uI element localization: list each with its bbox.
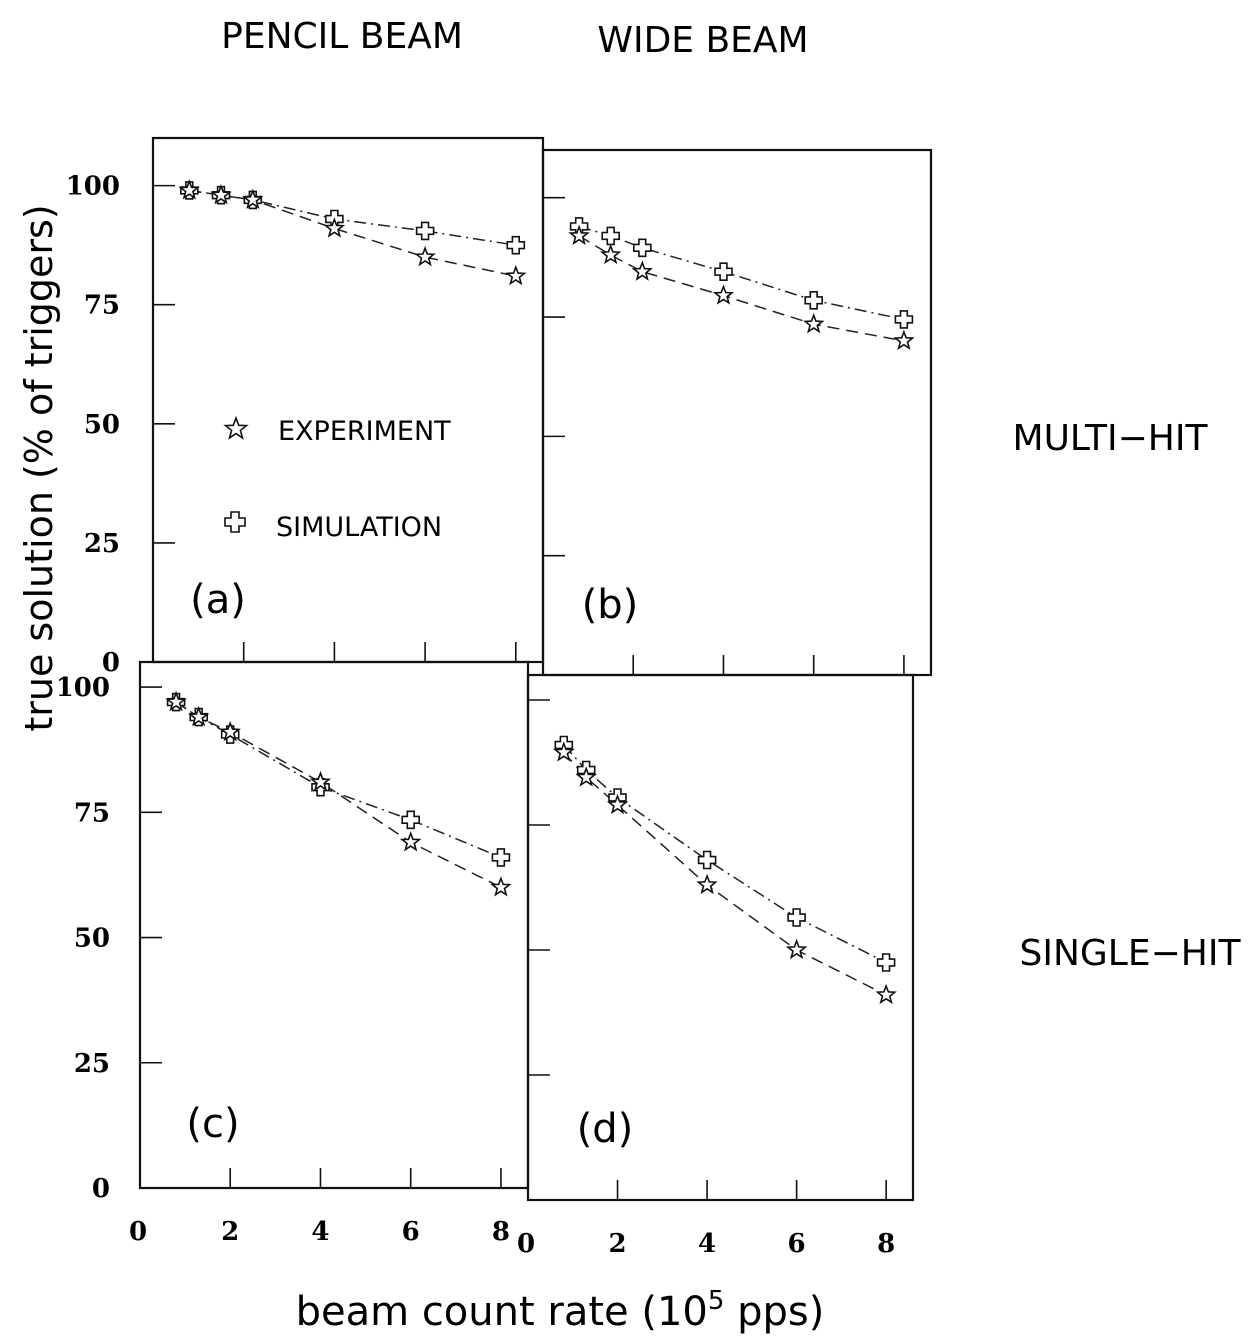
legend-label-simulation: SIMULATION [276, 512, 442, 543]
simulation-line-b [578, 225, 905, 321]
x-tick-label-d: 4 [698, 1229, 716, 1259]
legend: EXPERIMENT SIMULATION [223, 415, 451, 543]
y-axis-label: true solution (% of triggers) [17, 204, 61, 731]
experiment-point [414, 245, 436, 267]
y-tick-label-c: 50 [74, 924, 110, 954]
panel-label-d: (d) [577, 1106, 634, 1152]
simulation-point [804, 291, 823, 310]
panel-c: 0 25 50 75 100 0 2 4 6 8 (c) [56, 673, 512, 1247]
experiment-point [309, 770, 332, 792]
row-label-multi-hit: MULTI−HIT [1013, 418, 1209, 459]
x-axis-label: beam count rate (105 pps) [296, 1286, 825, 1335]
y-tick-label-a: 75 [84, 291, 120, 321]
experiment-line-a [189, 189, 516, 277]
legend-cross-marker [224, 511, 246, 533]
y-tick-label-a: 25 [84, 529, 120, 559]
panel-b: (b) [543, 196, 915, 675]
legend-star-marker [223, 415, 249, 440]
panel-a: 0 25 50 75 100 (a) [66, 172, 527, 678]
simulation-point [491, 848, 511, 867]
simulation-point [894, 310, 914, 329]
y-tick-label-c: 0 [92, 1174, 110, 1204]
simulation-line-c [175, 701, 502, 859]
column-header-wide-beam: WIDE BEAM [597, 20, 808, 61]
experiment-point [631, 260, 653, 281]
simulation-point [876, 953, 896, 972]
simulation-point [697, 850, 717, 870]
experiment-point [893, 329, 915, 351]
panel-label-c: (c) [186, 1101, 239, 1147]
x-axis-label-suffix: pps) [724, 1289, 824, 1335]
y-tick-label-c: 100 [56, 673, 110, 703]
simulation-point [415, 221, 435, 241]
y-tick-label-c: 75 [74, 798, 110, 828]
y-tick-label-c: 25 [74, 1049, 110, 1079]
x-axis-label-prefix: beam count rate (10 [296, 1289, 708, 1335]
simulation-line-d [563, 744, 887, 964]
x-tick-label-c: 2 [221, 1217, 239, 1247]
experiment-point [399, 830, 422, 852]
simulation-point [787, 908, 806, 927]
experiment-point [505, 264, 527, 286]
experiment-point [875, 983, 897, 1005]
experiment-point [599, 243, 622, 265]
experiment-point [553, 741, 575, 762]
experiment-point [490, 876, 512, 897]
experiment-point [785, 938, 808, 960]
x-tick-label-d: 2 [608, 1229, 626, 1259]
y-tick-label-a: 0 [102, 648, 120, 678]
x-tick-label-d: 8 [877, 1229, 895, 1259]
simulation-point [401, 810, 420, 830]
experiment-point [606, 793, 629, 815]
experiment-point [242, 188, 264, 210]
panel-label-a: (a) [190, 577, 246, 623]
experiment-point [323, 217, 346, 238]
x-tick-label-c: 6 [402, 1217, 420, 1247]
panel-d: 0 2 4 6 8 (d) [517, 699, 897, 1259]
simulation-point [601, 226, 620, 246]
y-tick-label-a: 100 [66, 172, 120, 202]
x-tick-label-d: 0 [517, 1229, 535, 1259]
row-label-single-hit: SINGLE−HIT [1020, 933, 1242, 974]
simulation-point [506, 235, 526, 255]
legend-cross-shape [224, 511, 246, 533]
simulation-point [633, 238, 652, 258]
experiment-point [712, 284, 735, 305]
experiment-point [575, 766, 597, 787]
panel-label-b: (b) [582, 582, 639, 628]
experiment-point [210, 183, 232, 205]
experiment-point [219, 720, 241, 742]
legend-star-shape [223, 415, 249, 440]
experiment-line-b [578, 235, 905, 342]
legend-label-experiment: EXPERIMENT [278, 416, 451, 447]
panel-frame-d [526, 673, 915, 1202]
experiment-point [165, 690, 187, 712]
y-tick-label-a: 50 [84, 410, 120, 440]
experiment-point [568, 224, 590, 246]
simulation-point [714, 262, 733, 281]
experiment-point [187, 705, 210, 727]
x-tick-label-c: 0 [129, 1217, 147, 1247]
x-axis-label-exponent: 5 [708, 1286, 725, 1316]
x-tick-label-c: 4 [311, 1217, 329, 1247]
x-tick-label-c: 8 [492, 1217, 510, 1247]
experiment-point [696, 873, 718, 895]
experiment-point [802, 312, 825, 334]
simulation-line-a [189, 189, 516, 246]
experiment-line-d [563, 751, 887, 996]
column-header-pencil-beam: PENCIL BEAM [221, 16, 463, 57]
experiment-point [178, 179, 200, 200]
x-tick-label-d: 6 [788, 1229, 806, 1259]
